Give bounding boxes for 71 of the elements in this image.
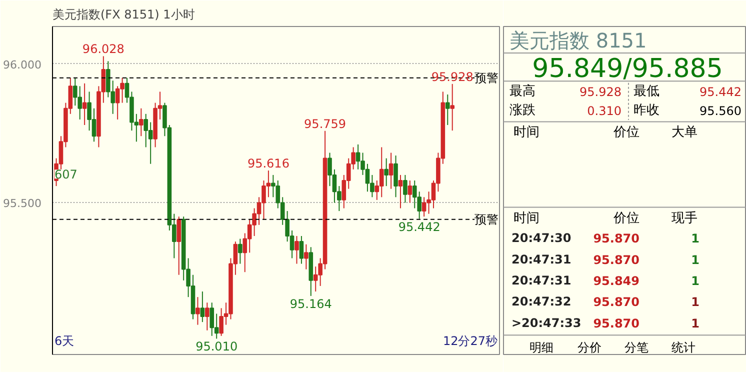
candlestick [450,83,454,132]
candlestick [388,152,394,190]
text: 昨收 [634,102,660,118]
ref-line-label: 预警 [474,212,499,226]
text: 分笔 [624,340,648,354]
text: 95.870 [593,316,640,330]
candlestick [445,94,450,126]
candlestick [394,155,398,198]
text: 涨跌 [510,102,536,118]
text: 95.928 [580,85,622,100]
annotation: 12分27秒 [442,334,498,348]
candlestick [398,174,403,209]
text: 现手 [672,211,698,226]
annotation: 95.010 [196,340,238,354]
text: 最低 [634,84,660,100]
text: 统计 [672,340,696,354]
candlestick [294,236,299,264]
text: 最高 [510,83,536,100]
text: 大单 [672,124,698,140]
annotation: 96.028 [82,42,124,56]
candlestick [384,158,388,187]
text: 时间 [514,211,540,226]
text: 美元指数 8151 [510,28,647,53]
candlestick [200,291,205,323]
annotation: 95.616 [247,156,290,171]
text: 95.870 [593,295,640,310]
text: 95.849 [593,274,640,288]
text: 20:47:31 [512,273,572,288]
text: 95.442 [700,85,742,100]
candlestick [408,180,412,204]
annotation: 95.442 [398,220,440,234]
text: >20:47:33 [512,316,582,330]
text: 20:47:31 [512,252,572,266]
text: 95.870 [593,232,640,246]
candlestick [299,236,304,264]
text: 价位 [612,211,640,226]
text: 1 [691,295,700,310]
text: 95.870 [593,252,640,267]
candlestick [379,146,384,198]
candlestick [144,113,148,148]
candlestick [196,296,200,326]
text: 95.560 [700,104,742,118]
annotation: 95.164 [290,296,332,311]
candlestick [176,216,182,276]
text: 95.849/95.885 [532,54,723,84]
candlestick [403,174,408,204]
text: 1 [691,316,700,330]
text: 1 [691,232,700,246]
text: 价位 [612,124,640,140]
text: 20:47:30 [512,231,572,246]
text: 20:47:32 [512,294,572,309]
candlestick [238,238,242,264]
candlestick [138,108,144,137]
candlestick [205,302,210,331]
ref-line-label: 预警 [474,70,499,85]
text: 1 [691,274,700,288]
text: 时间 [514,124,540,140]
text: 0.310 [587,104,622,118]
text: 分价 [578,340,602,354]
annotation: 95.928 [431,70,474,84]
annotation: 95.759 [304,116,346,131]
annotation: 6天 [54,334,74,348]
text: 1 [691,252,700,267]
candlestick [210,302,214,336]
text: 明细 [530,340,554,354]
candlestick [304,244,308,270]
chart-title: 美元指数(FX 8151) 1小时 [52,8,195,22]
candlestick [82,82,87,126]
annotation: 607 [54,168,78,182]
y-tick-label: 96.000 [3,58,42,72]
y-tick-label: 95.500 [3,197,42,210]
